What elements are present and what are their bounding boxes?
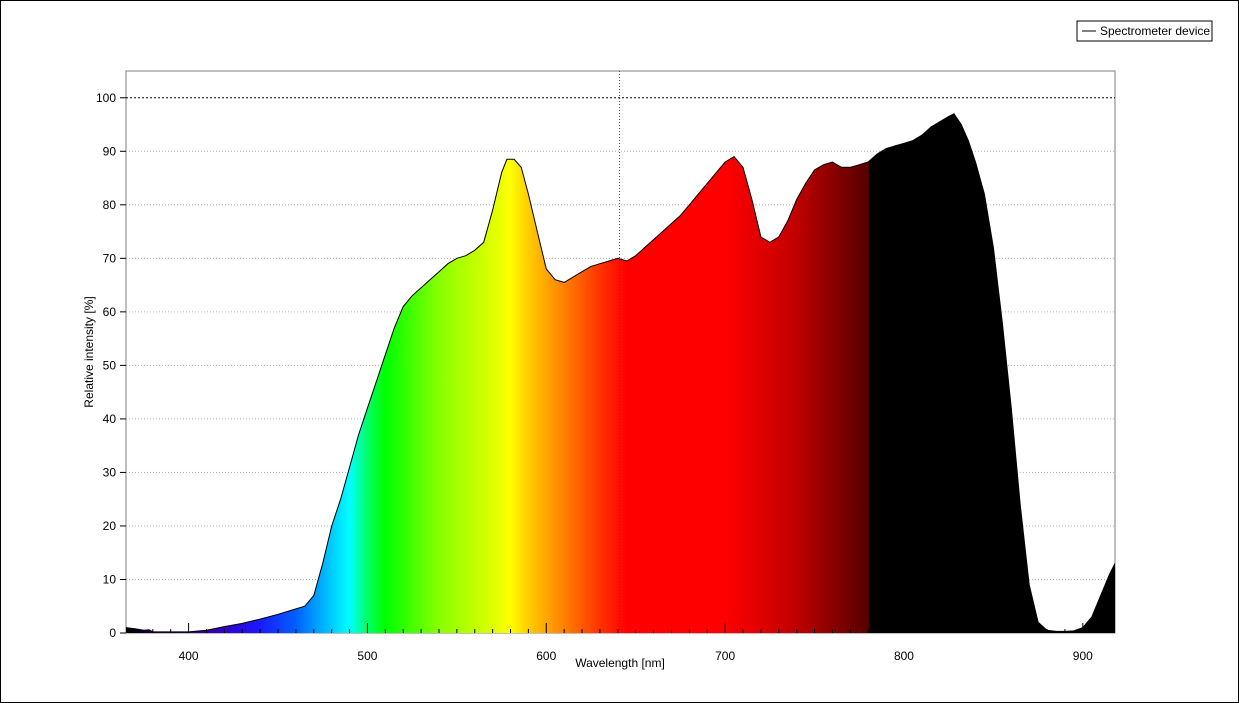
x-axis-title: Wavelength [nm]	[575, 656, 665, 670]
y-tick-label: 50	[103, 358, 117, 372]
x-tick-label: 600	[536, 649, 556, 663]
y-tick-label: 30	[103, 465, 117, 479]
y-axis-title: Relative intensity [%]	[82, 296, 96, 407]
y-tick-label: 40	[103, 412, 117, 426]
legend-entry: Spectrometer device	[1100, 24, 1210, 38]
y-tick-label: 20	[103, 519, 117, 533]
x-tick-label: 400	[179, 649, 199, 663]
x-tick-label: 500	[357, 649, 377, 663]
y-tick-label: 100	[96, 91, 116, 105]
series-line	[126, 113, 1115, 633]
x-tick-label: 800	[894, 649, 914, 663]
legend-box	[1076, 20, 1213, 42]
y-tick-label: 10	[103, 572, 117, 586]
y-tick-label: 0	[109, 626, 116, 640]
y-tick-label: 70	[103, 251, 117, 265]
y-tick-label: 90	[103, 144, 117, 158]
y-tick-label: 80	[103, 198, 117, 212]
x-tick-label: 900	[1073, 649, 1093, 663]
y-axis-ticks: 0 10 20 30 40 50 60 70 80 90 100	[96, 91, 126, 640]
y-tick-label: 60	[103, 305, 117, 319]
x-tick-label: 700	[715, 649, 735, 663]
legend[interactable]: Spectrometer device	[1076, 20, 1213, 42]
x-axis-ticks: 400 500 600 700 800 900	[134, 623, 1102, 663]
